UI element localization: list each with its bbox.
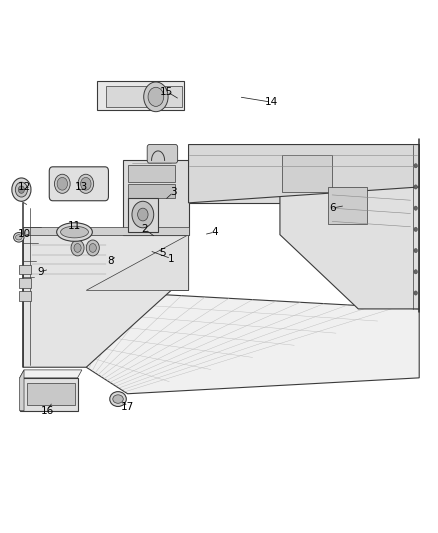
Polygon shape	[86, 290, 419, 394]
Polygon shape	[127, 198, 158, 232]
Text: 14: 14	[265, 97, 278, 107]
Circle shape	[86, 240, 99, 256]
Ellipse shape	[110, 392, 126, 407]
Polygon shape	[280, 144, 419, 309]
Polygon shape	[27, 383, 74, 406]
Circle shape	[414, 270, 417, 274]
Ellipse shape	[54, 174, 70, 193]
Text: 8: 8	[107, 256, 113, 266]
FancyBboxPatch shape	[127, 165, 176, 182]
Circle shape	[414, 185, 417, 189]
Polygon shape	[282, 155, 332, 192]
Polygon shape	[23, 235, 188, 367]
Ellipse shape	[78, 174, 94, 193]
Circle shape	[148, 87, 164, 107]
Circle shape	[144, 82, 168, 112]
Circle shape	[132, 201, 154, 228]
FancyBboxPatch shape	[127, 184, 176, 198]
Ellipse shape	[113, 395, 123, 403]
Text: 3: 3	[170, 187, 177, 197]
Ellipse shape	[14, 232, 24, 242]
Circle shape	[15, 182, 28, 197]
Circle shape	[414, 227, 417, 231]
Text: 17: 17	[121, 402, 134, 412]
Circle shape	[414, 164, 417, 168]
Circle shape	[414, 206, 417, 211]
Polygon shape	[106, 86, 182, 108]
Polygon shape	[97, 81, 184, 110]
Circle shape	[74, 244, 81, 252]
Text: 4: 4	[212, 227, 218, 237]
Circle shape	[414, 248, 417, 253]
Ellipse shape	[60, 226, 88, 238]
Text: 11: 11	[68, 221, 81, 231]
Polygon shape	[20, 370, 82, 378]
Polygon shape	[188, 144, 419, 203]
Polygon shape	[20, 378, 78, 411]
Ellipse shape	[15, 235, 22, 240]
Polygon shape	[86, 235, 188, 290]
Text: 5: 5	[159, 248, 166, 259]
FancyBboxPatch shape	[19, 292, 31, 301]
Text: 2: 2	[142, 224, 148, 235]
Circle shape	[89, 244, 96, 252]
Circle shape	[18, 186, 25, 193]
Text: 15: 15	[160, 86, 173, 96]
Circle shape	[138, 208, 148, 221]
Text: 16: 16	[40, 406, 54, 416]
Circle shape	[12, 178, 31, 201]
Circle shape	[71, 240, 84, 256]
Polygon shape	[20, 370, 24, 411]
FancyBboxPatch shape	[49, 167, 109, 201]
Text: 10: 10	[18, 229, 31, 239]
Ellipse shape	[81, 177, 91, 190]
FancyBboxPatch shape	[19, 278, 31, 288]
Text: 1: 1	[168, 254, 174, 263]
Circle shape	[414, 291, 417, 295]
Text: 9: 9	[37, 267, 44, 277]
FancyBboxPatch shape	[147, 144, 178, 163]
Text: 6: 6	[329, 203, 336, 213]
FancyBboxPatch shape	[19, 265, 31, 274]
Polygon shape	[23, 227, 188, 235]
Text: 13: 13	[75, 182, 88, 192]
Polygon shape	[123, 160, 280, 235]
Ellipse shape	[57, 177, 67, 190]
Text: 12: 12	[18, 182, 31, 192]
Polygon shape	[328, 187, 367, 224]
Ellipse shape	[57, 223, 92, 241]
